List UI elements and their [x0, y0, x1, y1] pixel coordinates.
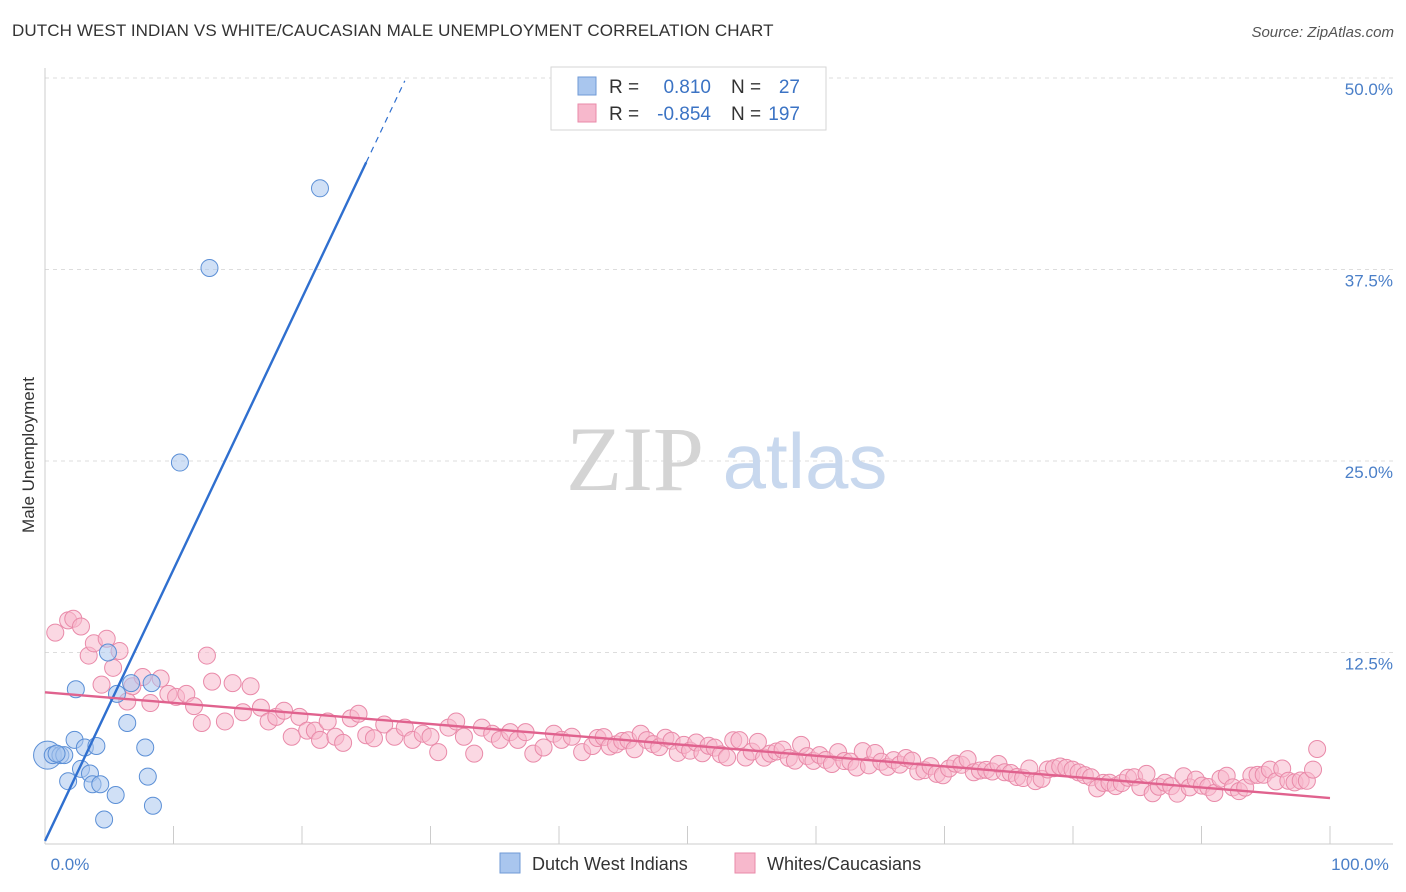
legend-n-value-pink: 197	[768, 104, 800, 125]
blue-point	[200, 258, 219, 277]
pink-point	[318, 712, 337, 731]
pink-point	[718, 748, 737, 767]
legend-r-value-pink: -0.854	[657, 104, 711, 125]
pink-point	[92, 675, 111, 694]
pink-point	[364, 729, 383, 748]
y-tick-label: 25.0%	[1345, 463, 1393, 482]
axes	[44, 68, 1393, 845]
blue-point	[98, 643, 117, 662]
series-legend-label-pink: Whites/Caucasians	[767, 854, 921, 874]
y-tick-label: 12.5%	[1345, 655, 1393, 674]
pink-point	[334, 733, 353, 752]
blue-trend-extension	[365, 80, 406, 163]
pink-point	[71, 617, 90, 636]
blue-point	[118, 713, 137, 732]
dutch-west-indians-points	[33, 179, 329, 829]
stats-legend: R = 0.810 N = 27 R = -0.854 N = 197	[550, 66, 827, 131]
pink-point	[282, 727, 301, 746]
pink-point	[215, 712, 234, 731]
pink-point	[454, 727, 473, 746]
blue-point	[47, 744, 66, 763]
legend-r-label-pink: R =	[609, 104, 639, 125]
legend-box	[550, 66, 827, 131]
blue-point	[95, 810, 114, 829]
watermark-atlas: atlas	[723, 417, 888, 505]
legend-n-label-blue: N =	[731, 77, 761, 98]
blue-point	[143, 796, 162, 815]
chart-source: Source: ZipAtlas.com	[1251, 24, 1394, 41]
legend-r-value-blue: 0.810	[663, 77, 711, 98]
blue-point	[136, 738, 155, 757]
tick-labels: 12.5% 25.0% 37.5% 50.0% 0.0% 100.0%	[51, 80, 1393, 874]
y-tick-label: 50.0%	[1345, 80, 1393, 99]
pink-point	[534, 738, 553, 757]
blue-point	[170, 453, 189, 472]
blue-point	[106, 785, 125, 804]
pink-point	[104, 658, 123, 677]
chart-title: DUTCH WEST INDIAN VS WHITE/CAUCASIAN MAL…	[12, 21, 774, 40]
pink-point	[233, 703, 252, 722]
pink-point	[421, 727, 440, 746]
grid-lines	[45, 77, 1393, 653]
blue-point	[310, 179, 329, 198]
pink-point	[1304, 760, 1323, 779]
x-tick-label: 0.0%	[51, 855, 90, 874]
pink-point	[310, 730, 329, 749]
blue-point	[91, 775, 110, 794]
pink-point	[197, 646, 216, 665]
watermark: ZIP atlas	[566, 408, 887, 510]
pink-point	[1308, 740, 1327, 759]
pink-point	[429, 743, 448, 762]
legend-n-label-pink: N =	[731, 104, 761, 125]
pink-point	[141, 694, 160, 713]
pink-point	[223, 674, 242, 693]
watermark-zip: ZIP	[566, 408, 704, 510]
blue-point	[138, 767, 157, 786]
pink-point	[192, 713, 211, 732]
legend-swatch-pink	[577, 103, 597, 123]
series-legend-swatch-pink	[734, 852, 756, 874]
blue-point	[122, 674, 141, 693]
x-tick-label: 100.0%	[1331, 855, 1389, 874]
y-tick-label: 37.5%	[1345, 272, 1393, 291]
legend-n-value-blue: 27	[779, 77, 800, 98]
pink-point	[1137, 764, 1156, 783]
pink-point	[241, 677, 260, 696]
trend-lines	[43, 80, 1331, 842]
pink-point	[251, 698, 270, 717]
series-legend-label-blue: Dutch West Indians	[532, 854, 688, 874]
whites-caucasians-points	[46, 609, 1327, 803]
legend-r-label-blue: R =	[609, 77, 639, 98]
series-legend-swatch-blue	[499, 852, 521, 874]
legend-swatch-blue	[577, 76, 597, 96]
pink-trend-line	[44, 691, 1331, 800]
y-axis-title: Male Unemployment	[19, 377, 38, 533]
blue-trend-line	[43, 161, 368, 842]
blue-point	[142, 674, 161, 693]
pink-point	[203, 672, 222, 691]
series-legend: Dutch West Indians Whites/Caucasians	[499, 852, 921, 874]
pink-point	[46, 623, 65, 642]
pink-point	[465, 744, 484, 763]
